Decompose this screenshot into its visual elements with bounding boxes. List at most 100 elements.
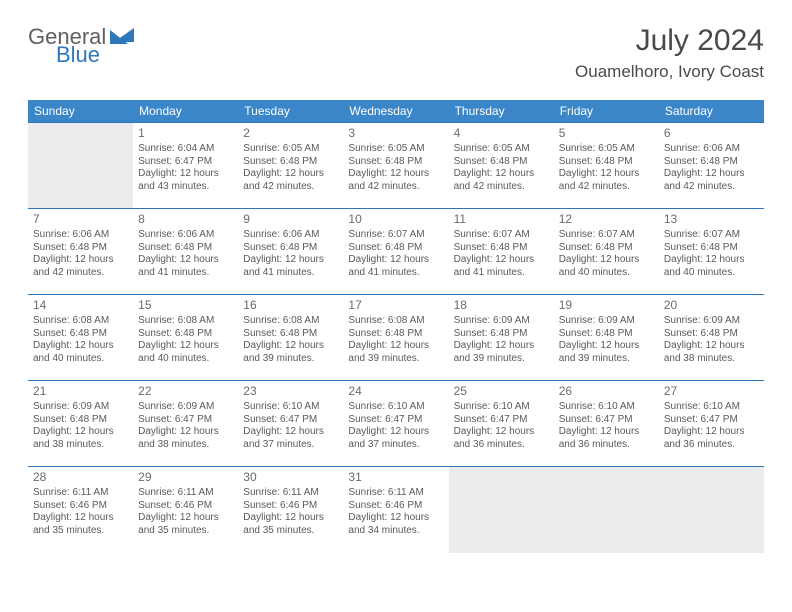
sunset-line: Sunset: 6:48 PM (243, 242, 338, 255)
sunrise-line: Sunrise: 6:09 AM (138, 401, 233, 414)
day-number: 18 (454, 298, 549, 313)
sunset-line: Sunset: 6:48 PM (559, 242, 654, 255)
daylight-line: Daylight: 12 hours and 39 minutes. (559, 340, 654, 365)
calendar-day-cell: 13Sunrise: 6:07 AMSunset: 6:48 PMDayligh… (659, 209, 764, 295)
sunrise-line: Sunrise: 6:07 AM (664, 229, 759, 242)
calendar-day-cell: 17Sunrise: 6:08 AMSunset: 6:48 PMDayligh… (343, 295, 448, 381)
day-info: Sunrise: 6:11 AMSunset: 6:46 PMDaylight:… (33, 487, 128, 537)
calendar-day-cell: 14Sunrise: 6:08 AMSunset: 6:48 PMDayligh… (28, 295, 133, 381)
weekday-header: Monday (133, 100, 238, 123)
daylight-line: Daylight: 12 hours and 42 minutes. (243, 168, 338, 193)
calendar-day-cell (449, 467, 554, 553)
daylight-line: Daylight: 12 hours and 35 minutes. (138, 512, 233, 537)
day-number: 27 (664, 384, 759, 399)
day-number: 28 (33, 470, 128, 485)
calendar-day-cell: 11Sunrise: 6:07 AMSunset: 6:48 PMDayligh… (449, 209, 554, 295)
daylight-line: Daylight: 12 hours and 39 minutes. (243, 340, 338, 365)
day-number: 7 (33, 212, 128, 227)
day-number: 12 (559, 212, 654, 227)
daylight-line: Daylight: 12 hours and 41 minutes. (454, 254, 549, 279)
title-block: July 2024 Ouamelhoro, Ivory Coast (575, 24, 764, 82)
day-number: 6 (664, 126, 759, 141)
sunset-line: Sunset: 6:48 PM (348, 328, 443, 341)
day-info: Sunrise: 6:06 AMSunset: 6:48 PMDaylight:… (664, 143, 759, 193)
sunset-line: Sunset: 6:48 PM (243, 156, 338, 169)
daylight-line: Daylight: 12 hours and 40 minutes. (664, 254, 759, 279)
location-subtitle: Ouamelhoro, Ivory Coast (575, 62, 764, 82)
day-info: Sunrise: 6:08 AMSunset: 6:48 PMDaylight:… (243, 315, 338, 365)
day-number: 31 (348, 470, 443, 485)
calendar-day-cell: 31Sunrise: 6:11 AMSunset: 6:46 PMDayligh… (343, 467, 448, 553)
sunrise-line: Sunrise: 6:09 AM (664, 315, 759, 328)
sunrise-line: Sunrise: 6:05 AM (454, 143, 549, 156)
sunrise-line: Sunrise: 6:10 AM (559, 401, 654, 414)
brand-word-2: Blue (56, 42, 100, 68)
day-number: 11 (454, 212, 549, 227)
day-info: Sunrise: 6:05 AMSunset: 6:48 PMDaylight:… (559, 143, 654, 193)
daylight-line: Daylight: 12 hours and 42 minutes. (454, 168, 549, 193)
sunset-line: Sunset: 6:47 PM (559, 414, 654, 427)
daylight-line: Daylight: 12 hours and 35 minutes. (33, 512, 128, 537)
day-info: Sunrise: 6:08 AMSunset: 6:48 PMDaylight:… (138, 315, 233, 365)
sunset-line: Sunset: 6:46 PM (138, 500, 233, 513)
sunset-line: Sunset: 6:48 PM (33, 328, 128, 341)
day-number: 21 (33, 384, 128, 399)
sunset-line: Sunset: 6:47 PM (454, 414, 549, 427)
calendar-day-cell: 16Sunrise: 6:08 AMSunset: 6:48 PMDayligh… (238, 295, 343, 381)
day-info: Sunrise: 6:09 AMSunset: 6:48 PMDaylight:… (33, 401, 128, 451)
sunrise-line: Sunrise: 6:06 AM (138, 229, 233, 242)
weekday-header: Tuesday (238, 100, 343, 123)
weekday-header: Thursday (449, 100, 554, 123)
sunset-line: Sunset: 6:46 PM (33, 500, 128, 513)
calendar-day-cell: 9Sunrise: 6:06 AMSunset: 6:48 PMDaylight… (238, 209, 343, 295)
day-info: Sunrise: 6:06 AMSunset: 6:48 PMDaylight:… (33, 229, 128, 279)
day-number: 15 (138, 298, 233, 313)
daylight-line: Daylight: 12 hours and 42 minutes. (33, 254, 128, 279)
sunset-line: Sunset: 6:48 PM (33, 242, 128, 255)
sunset-line: Sunset: 6:47 PM (138, 156, 233, 169)
sunset-line: Sunset: 6:46 PM (243, 500, 338, 513)
daylight-line: Daylight: 12 hours and 40 minutes. (138, 340, 233, 365)
daylight-line: Daylight: 12 hours and 39 minutes. (348, 340, 443, 365)
calendar-day-cell: 7 Sunrise: 6:06 AMSunset: 6:48 PMDaylight… (28, 209, 133, 295)
sunrise-line: Sunrise: 6:11 AM (243, 487, 338, 500)
brand-logo: General Blue (28, 24, 136, 68)
calendar-day-cell: 21 Sunrise: 6:09 AMSunset: 6:48 PMDayligh… (28, 381, 133, 467)
calendar-day-cell: 28 Sunrise: 6:11 AMSunset: 6:46 PMDayligh… (28, 467, 133, 553)
day-info: Sunrise: 6:07 AMSunset: 6:48 PMDaylight:… (664, 229, 759, 279)
day-info: Sunrise: 6:09 AMSunset: 6:47 PMDaylight:… (138, 401, 233, 451)
day-info: Sunrise: 6:10 AMSunset: 6:47 PMDaylight:… (243, 401, 338, 451)
day-number: 10 (348, 212, 443, 227)
calendar-day-cell: 20Sunrise: 6:09 AMSunset: 6:48 PMDayligh… (659, 295, 764, 381)
day-number: 9 (243, 212, 338, 227)
sunrise-line: Sunrise: 6:10 AM (454, 401, 549, 414)
sunset-line: Sunset: 6:46 PM (348, 500, 443, 513)
day-info: Sunrise: 6:11 AMSunset: 6:46 PMDaylight:… (243, 487, 338, 537)
day-number: 29 (138, 470, 233, 485)
day-number: 4 (454, 126, 549, 141)
day-info: Sunrise: 6:09 AMSunset: 6:48 PMDaylight:… (664, 315, 759, 365)
daylight-line: Daylight: 12 hours and 42 minutes. (559, 168, 654, 193)
day-number: 3 (348, 126, 443, 141)
sunrise-line: Sunrise: 6:05 AM (348, 143, 443, 156)
sunset-line: Sunset: 6:48 PM (664, 242, 759, 255)
sunrise-line: Sunrise: 6:06 AM (664, 143, 759, 156)
day-info: Sunrise: 6:05 AMSunset: 6:48 PMDaylight:… (348, 143, 443, 193)
sunrise-line: Sunrise: 6:07 AM (559, 229, 654, 242)
calendar-day-cell: 18Sunrise: 6:09 AMSunset: 6:48 PMDayligh… (449, 295, 554, 381)
daylight-line: Daylight: 12 hours and 41 minutes. (243, 254, 338, 279)
sunrise-line: Sunrise: 6:06 AM (33, 229, 128, 242)
calendar-day-cell: 1Sunrise: 6:04 AMSunset: 6:47 PMDaylight… (133, 123, 238, 209)
day-info: Sunrise: 6:07 AMSunset: 6:48 PMDaylight:… (559, 229, 654, 279)
day-info: Sunrise: 6:06 AMSunset: 6:48 PMDaylight:… (138, 229, 233, 279)
day-number: 22 (138, 384, 233, 399)
sunrise-line: Sunrise: 6:08 AM (33, 315, 128, 328)
calendar-day-cell: 24Sunrise: 6:10 AMSunset: 6:47 PMDayligh… (343, 381, 448, 467)
calendar-day-cell (659, 467, 764, 553)
day-info: Sunrise: 6:04 AMSunset: 6:47 PMDaylight:… (138, 143, 233, 193)
day-info: Sunrise: 6:05 AMSunset: 6:48 PMDaylight:… (454, 143, 549, 193)
day-info: Sunrise: 6:10 AMSunset: 6:47 PMDaylight:… (454, 401, 549, 451)
daylight-line: Daylight: 12 hours and 41 minutes. (348, 254, 443, 279)
calendar-day-cell: 29Sunrise: 6:11 AMSunset: 6:46 PMDayligh… (133, 467, 238, 553)
day-number: 5 (559, 126, 654, 141)
